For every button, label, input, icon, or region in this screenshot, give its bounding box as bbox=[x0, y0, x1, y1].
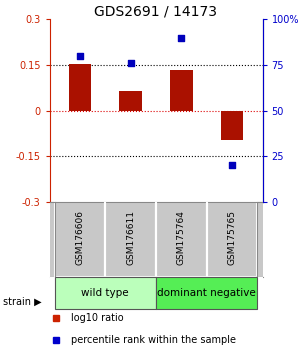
Text: GSM176611: GSM176611 bbox=[126, 210, 135, 265]
Bar bbox=[156, 202, 207, 276]
Text: log10 ratio: log10 ratio bbox=[71, 313, 123, 323]
Bar bbox=[55, 202, 105, 276]
Bar bbox=[105, 202, 156, 276]
Text: GSM175764: GSM175764 bbox=[177, 210, 186, 265]
Point bbox=[230, 162, 235, 168]
Bar bbox=[156, 276, 257, 309]
Text: GSM176606: GSM176606 bbox=[75, 210, 84, 265]
Point bbox=[179, 35, 184, 41]
Bar bbox=[119, 91, 142, 111]
Text: GSM175765: GSM175765 bbox=[228, 210, 237, 265]
Bar bbox=[55, 276, 156, 309]
Point bbox=[77, 53, 82, 59]
Point bbox=[128, 61, 133, 66]
Bar bbox=[221, 111, 244, 141]
Title: GDS2691 / 14173: GDS2691 / 14173 bbox=[94, 4, 218, 18]
Text: strain ▶: strain ▶ bbox=[3, 297, 42, 307]
Text: wild type: wild type bbox=[82, 288, 129, 298]
Bar bbox=[207, 202, 257, 276]
Text: percentile rank within the sample: percentile rank within the sample bbox=[71, 335, 236, 345]
Text: dominant negative: dominant negative bbox=[157, 288, 256, 298]
Bar bbox=[170, 70, 193, 111]
Bar bbox=[68, 64, 91, 111]
